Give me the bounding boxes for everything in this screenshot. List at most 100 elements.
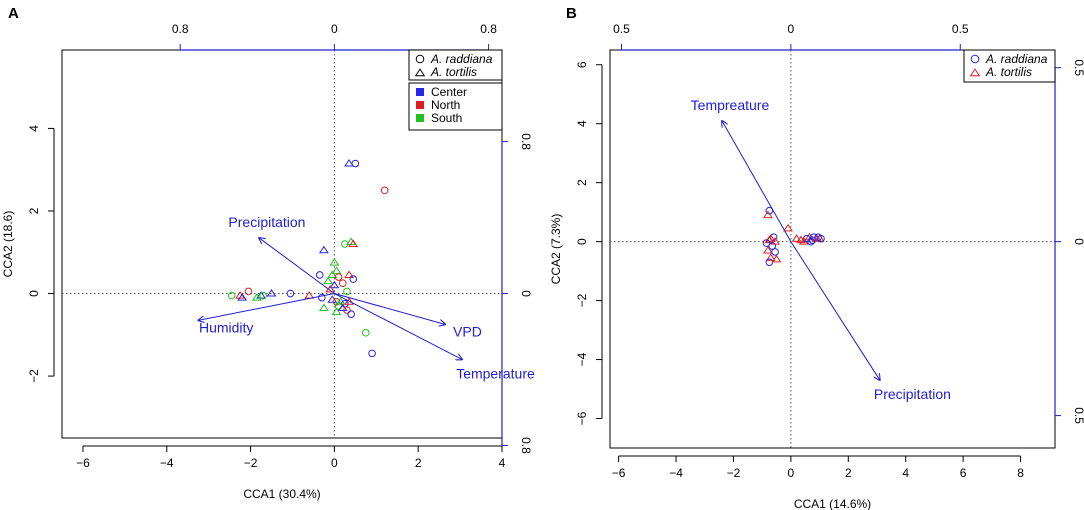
right-tick-label: 0	[519, 290, 533, 297]
point-tortilis	[798, 237, 809, 245]
point-raddiana	[768, 242, 777, 250]
x-tick-label: 2	[845, 466, 852, 480]
y-tick-label: −2	[575, 293, 589, 307]
point-tortilis	[348, 239, 359, 248]
arrow-tempreature	[722, 121, 792, 242]
arrow-vpd	[334, 293, 445, 325]
x-tick-label: −4	[669, 466, 683, 480]
point-raddiana	[762, 239, 771, 247]
y-tick-label: −4	[575, 352, 589, 366]
y-tick-label: 4	[27, 125, 41, 132]
point-raddiana	[807, 237, 815, 246]
point-tortilis	[344, 270, 354, 278]
panel-label: A	[8, 5, 19, 22]
point-raddiana	[259, 291, 267, 300]
right-tick-label: 0	[1072, 238, 1084, 245]
arrow-label-humidity: Humidity	[199, 319, 253, 335]
y-tick-label: 0	[575, 238, 589, 245]
x-tick-label: 4	[902, 466, 909, 480]
point-tortilis	[237, 293, 248, 301]
point-raddiana	[332, 297, 341, 306]
legend-species-label: A. tortilis	[430, 65, 477, 79]
right-tick-label: 0.8	[519, 133, 533, 150]
x-tick-label: 8	[1017, 466, 1024, 480]
y-tick-label: 2	[27, 207, 41, 214]
point-tortilis	[331, 307, 342, 316]
right-tick-label: 0.5	[1072, 59, 1084, 76]
x-tick-label: −6	[76, 456, 90, 470]
top-tick-label: 0.8	[480, 22, 497, 36]
y-tick-label: −6	[575, 411, 589, 425]
x-tick-label: −2	[244, 456, 258, 470]
y-axis-title: CCA2 (18.6)	[1, 211, 15, 278]
panel-label: B	[566, 5, 577, 22]
point-tortilis	[344, 158, 354, 167]
top-tick-label: 0.5	[952, 22, 969, 36]
point-raddiana	[343, 287, 351, 296]
point-raddiana	[380, 186, 389, 195]
point-raddiana	[362, 328, 370, 337]
legend-species-box	[963, 49, 1056, 83]
legend-species-box	[408, 49, 503, 81]
legend-circle-icon	[415, 54, 425, 64]
point-raddiana	[338, 279, 347, 288]
point-raddiana	[343, 306, 351, 314]
point-raddiana	[349, 275, 358, 283]
point-tortilis	[318, 245, 329, 254]
legend-species-label: A. raddiana	[985, 52, 1048, 66]
legend-region-label: South	[431, 111, 462, 125]
y-tick-label: 6	[575, 61, 589, 68]
point-tortilis	[329, 280, 340, 289]
top-tick-label: 0	[331, 22, 338, 36]
top-tick-label: 0.8	[172, 22, 189, 36]
x-axis-title: CCA1 (30.4%)	[243, 487, 320, 501]
point-raddiana	[368, 349, 376, 358]
point-raddiana	[817, 234, 825, 243]
x-tick-label: −6	[612, 466, 626, 480]
top-tick-label: 0	[788, 22, 795, 36]
arrow-precipitation	[790, 241, 880, 381]
arrow-label-precipitation: Precipitation	[228, 214, 305, 230]
x-tick-label: −4	[160, 456, 174, 470]
x-axis-title: CCA1 (14.6%)	[794, 497, 871, 510]
y-tick-label: 2	[575, 179, 589, 186]
point-tortilis	[762, 210, 773, 219]
point-tortilis	[329, 258, 340, 266]
arrow-temperature	[334, 293, 462, 360]
right-tick-label: 0.5	[1072, 407, 1084, 424]
point-tortilis	[266, 289, 277, 297]
point-raddiana	[341, 240, 349, 248]
legend-circle-icon	[970, 54, 980, 64]
legend-swatch-south	[416, 114, 424, 122]
y-tick-label: 4	[575, 120, 589, 127]
point-raddiana	[334, 273, 343, 281]
top-tick-label: 0.5	[613, 22, 630, 36]
point-raddiana	[351, 159, 360, 168]
arrow-humidity	[198, 293, 335, 321]
arrow-label-temperature: Temperature	[456, 366, 535, 382]
x-tick-label: 6	[960, 466, 967, 480]
arrow-precipitation	[259, 238, 335, 294]
point-tortilis	[251, 293, 262, 301]
point-tortilis	[318, 303, 329, 311]
point-raddiana	[244, 287, 253, 296]
x-tick-label: 2	[415, 456, 422, 470]
point-raddiana	[347, 310, 355, 318]
x-tick-label: 4	[499, 456, 506, 470]
point-tortilis	[765, 253, 776, 261]
point-raddiana	[318, 293, 326, 302]
point-raddiana	[315, 271, 324, 279]
legend-region-label: North	[431, 98, 460, 112]
legend-swatch-north	[416, 101, 424, 109]
point-tortilis	[791, 234, 802, 242]
legend-triangle-icon	[969, 68, 981, 77]
point-tortilis	[331, 266, 342, 274]
arrow-label-precipitation: Precipitation	[874, 386, 951, 402]
right-tick-label: 0.8	[519, 437, 533, 454]
y-tick-label: 0	[27, 290, 41, 297]
point-tortilis	[323, 276, 334, 285]
point-raddiana	[771, 248, 779, 256]
arrow-label-tempreature: Tempreature	[691, 97, 770, 113]
panel-a: A −6 −4 −2 0 2 4 CCA1 (30.4%) −2 0 2 4 CCA2 (18.6) 0.…	[1, 5, 535, 501]
